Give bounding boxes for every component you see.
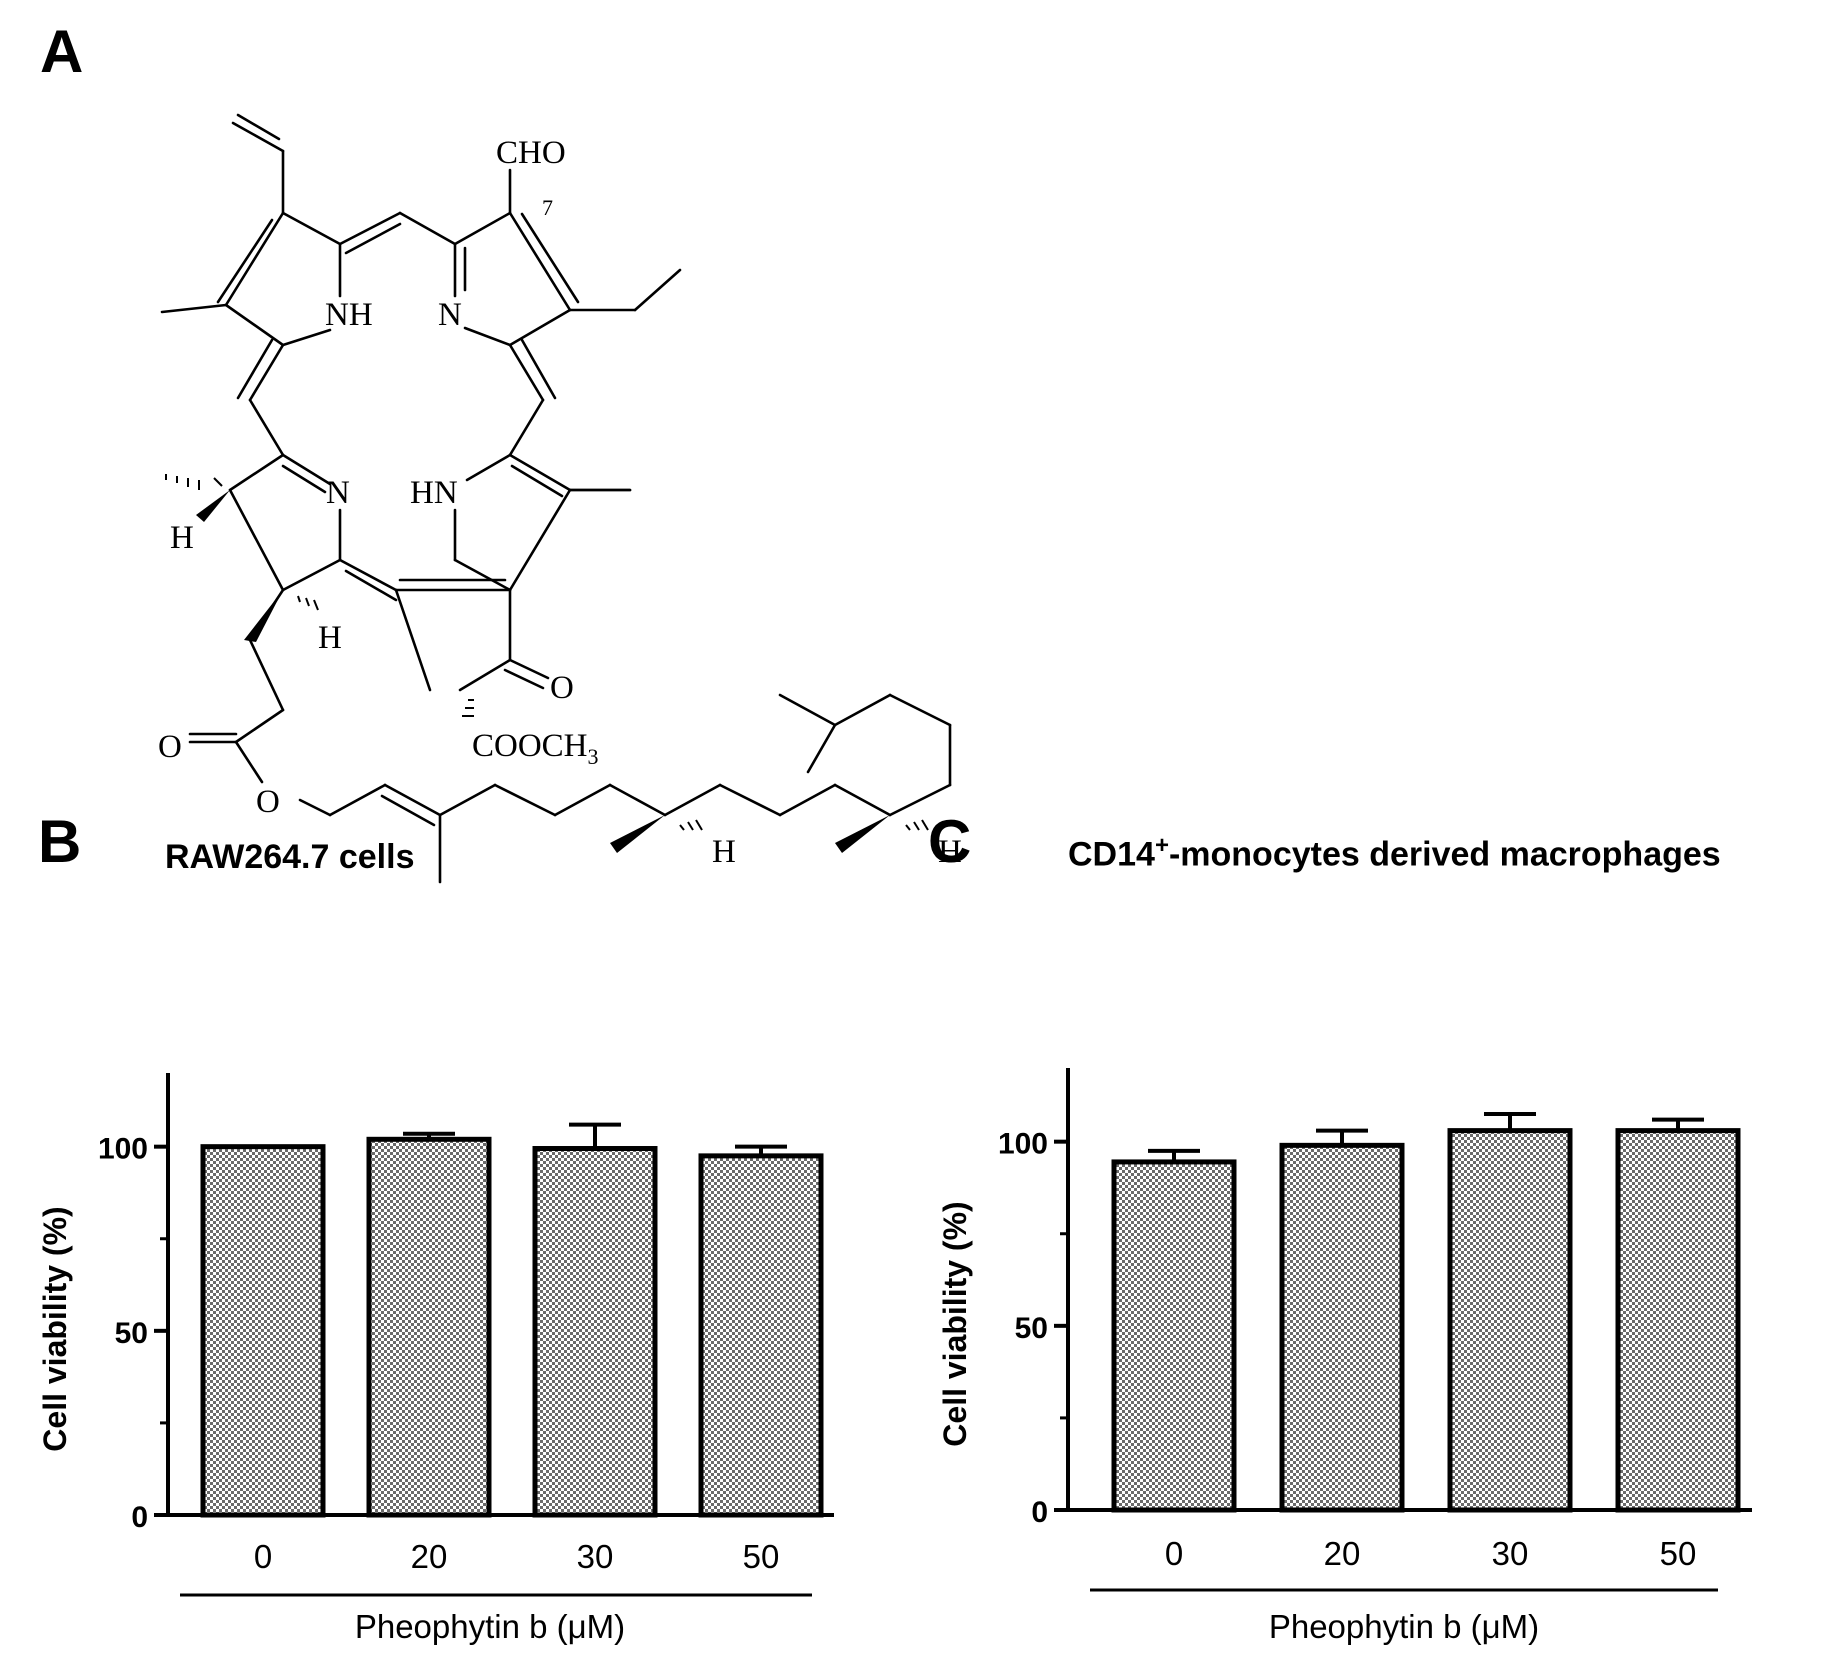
y-tick-label: 0 bbox=[131, 1501, 148, 1534]
label-hn: HN bbox=[410, 475, 458, 511]
panel-c-title-suffix: -monocytes derived macrophages bbox=[1168, 835, 1721, 874]
label-h-mid: H bbox=[318, 620, 342, 656]
x-tick-label: 30 bbox=[1492, 1535, 1529, 1572]
bar-20 bbox=[1279, 1142, 1405, 1513]
label-cooch3: COOCH3 bbox=[472, 728, 599, 769]
x-tick-label: 50 bbox=[1660, 1535, 1697, 1572]
y-tick-label: 50 bbox=[1015, 1312, 1048, 1345]
bar-20 bbox=[366, 1136, 492, 1518]
bar-0 bbox=[1111, 1159, 1237, 1513]
pheophytin-b-structure: CHO 7 NH N N HN H H O COOCH3 O O H H bbox=[158, 113, 962, 884]
panel-c-title-prefix: CD14 bbox=[1068, 835, 1155, 874]
label-h-left: H bbox=[170, 520, 194, 556]
label-n-top: N bbox=[438, 297, 462, 333]
chart-panel-c: 0 50 100 Cell viability (%) 0 20 30 50 Pheophyti… bbox=[937, 1068, 1752, 1645]
y-tick-label: 50 bbox=[115, 1317, 148, 1350]
label-cho: CHO bbox=[496, 135, 566, 171]
x-tick-label: 30 bbox=[577, 1538, 614, 1575]
y-axis-label: Cell viability (%) bbox=[37, 1206, 73, 1451]
label-h-chain-1: H bbox=[712, 834, 736, 870]
panel-c-letter: C bbox=[928, 808, 972, 875]
bar-30 bbox=[532, 1146, 658, 1518]
panel-a-letter: A bbox=[40, 18, 84, 85]
panel-c-title: CD14+-monocytes derived macrophages bbox=[1068, 832, 1721, 874]
panel-b-letter: B bbox=[38, 808, 82, 875]
label-cooch: COOCH bbox=[472, 728, 588, 764]
label-position-7: 7 bbox=[542, 195, 553, 220]
x-axis-label: Pheophytin b (μM) bbox=[1269, 1608, 1539, 1645]
panel-b-title: RAW264.7 cells bbox=[165, 838, 415, 876]
y-tick-label: 0 bbox=[1031, 1496, 1048, 1529]
bar-50 bbox=[1615, 1128, 1741, 1513]
y-tick-label: 100 bbox=[98, 1133, 148, 1166]
bar-30 bbox=[1447, 1128, 1573, 1513]
label-o-ketone: O bbox=[550, 670, 574, 706]
label-n-bottom: N bbox=[326, 475, 350, 511]
chart-panel-b: 0 50 100 Cell viability (%) 0 20 30 50 Pheophyti… bbox=[37, 1073, 834, 1645]
y-axis-label: Cell viability (%) bbox=[937, 1201, 973, 1446]
label-h-chain-2: H bbox=[938, 834, 962, 870]
x-axis-label: Pheophytin b (μM) bbox=[355, 1608, 625, 1645]
x-tick-label: 50 bbox=[743, 1538, 780, 1575]
label-o-ether: O bbox=[256, 784, 280, 820]
label-nh: NH bbox=[325, 297, 373, 333]
bar-0 bbox=[200, 1144, 326, 1518]
bar-50 bbox=[698, 1153, 824, 1518]
label-subscript-3: 3 bbox=[588, 744, 599, 769]
x-tick-label: 20 bbox=[1324, 1535, 1361, 1572]
x-tick-label: 20 bbox=[411, 1538, 448, 1575]
x-tick-label: 0 bbox=[1165, 1535, 1183, 1572]
y-tick-label: 100 bbox=[998, 1128, 1048, 1161]
x-tick-label: 0 bbox=[254, 1538, 272, 1575]
panel-c-title-sup: + bbox=[1154, 832, 1169, 859]
label-o-ester: O bbox=[158, 729, 182, 765]
